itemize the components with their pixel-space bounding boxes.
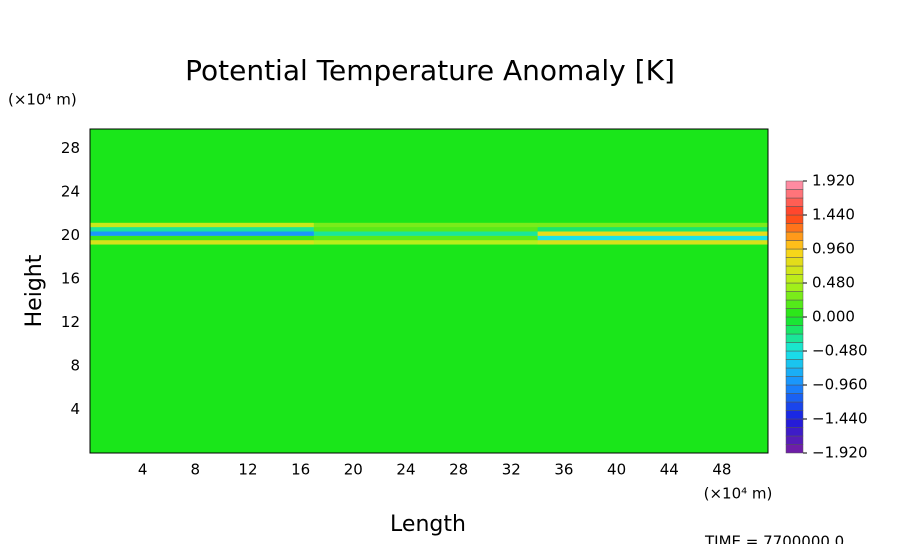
heat-cell [537,231,769,236]
colorbar-segment [785,418,804,428]
x-tick-label: 4 [138,461,148,479]
heat-cell [90,231,315,236]
heat-cell [313,222,539,228]
colorbar-tick-label: 0.960 [812,240,855,258]
colorbar-segment [785,410,804,420]
y-tick-label: 28 [61,139,80,157]
colorbar-segment [785,197,804,207]
y-axis-label: Height [22,254,47,327]
x-unit: (×10⁴ m) [704,485,773,503]
colorbar-segment [785,248,804,258]
y-tick-label: 8 [70,357,80,375]
x-axis-label: Length [390,512,466,537]
heat-cell [537,235,769,241]
heat-cell [90,235,315,241]
y-tick-label: 12 [61,313,80,331]
colorbar-segment [785,240,804,250]
heat-cell [537,239,769,245]
heat-cell [537,244,769,454]
heat-cell [313,129,539,223]
colorbar-segment [785,376,804,386]
colorbar-tick-label: 0.480 [812,274,855,292]
heat-cell [313,226,539,232]
colorbar-segment [785,214,804,224]
colorbar-segment [785,206,804,216]
colorbar-segment [785,325,804,335]
colorbar-segment [785,180,804,190]
colorbar-tick-label: −0.960 [812,376,868,394]
colorbar-segment [785,333,804,343]
heat-cell [90,129,315,223]
y-tick-label: 4 [70,400,80,418]
y-tick-label: 16 [61,270,80,288]
chart-title: Potential Temperature Anomaly [K] [185,54,675,87]
heat-cell [313,231,539,236]
heat-cell [313,235,539,241]
heat-cell [90,239,315,245]
colorbar-segment [785,189,804,199]
colorbar-segment [785,444,804,454]
x-tick-label: 40 [607,461,626,479]
x-tick-label: 36 [554,461,573,479]
heat-cell [537,222,769,228]
colorbar-segment [785,342,804,352]
colorbar-tick-label: 0.000 [812,308,855,326]
colorbar-segment [785,257,804,267]
colorbar-tick-label: 1.920 [812,172,855,190]
colorbar-segment [785,231,804,241]
colorbar-segment [785,274,804,284]
x-tick-label: 8 [191,461,201,479]
x-tick-label: 24 [396,461,415,479]
colorbar-segment [785,401,804,411]
colorbar-tick-label: 1.440 [812,206,855,224]
plot-frame [89,128,769,454]
colorbar-segment [785,265,804,275]
y-tick-label: 24 [61,183,80,201]
heat-cell [537,226,769,232]
colorbar-tick-label: −1.920 [812,444,868,462]
heat-cell [90,226,315,232]
footer-time: TIME = 7700000.0 [704,533,844,544]
colorbar-segment [785,367,804,377]
x-tick-label: 48 [712,461,731,479]
colorbar-segment [785,393,804,403]
colorbar-segment [785,435,804,445]
heat-cell [90,222,315,228]
colorbar-segment [785,223,804,233]
x-tick-label: 16 [291,461,310,479]
colorbar-segment [785,316,804,326]
colorbar-segment [785,308,804,318]
colorbar-tick-label: −0.480 [812,342,868,360]
heat-cell [537,129,769,223]
colorbar-segment [785,427,804,437]
x-tick-label: 32 [502,461,521,479]
x-tick-label: 28 [449,461,468,479]
colorbar-segment [785,282,804,292]
colorbar-segment [785,359,804,369]
colorbar-tick-label: −1.440 [812,410,868,428]
y-unit: (×10⁴ m) [8,91,77,109]
colorbar-segment [785,291,804,301]
x-tick-label: 12 [238,461,257,479]
x-tick-label: 44 [660,461,679,479]
heat-cell [90,244,315,454]
x-tick-label: 20 [344,461,363,479]
colorbar-segment [785,350,804,360]
colorbar-segment [785,299,804,309]
y-tick-label: 20 [61,226,80,244]
heat-cell [313,244,539,454]
colorbar-segment [785,384,804,394]
heat-cell [313,239,539,245]
